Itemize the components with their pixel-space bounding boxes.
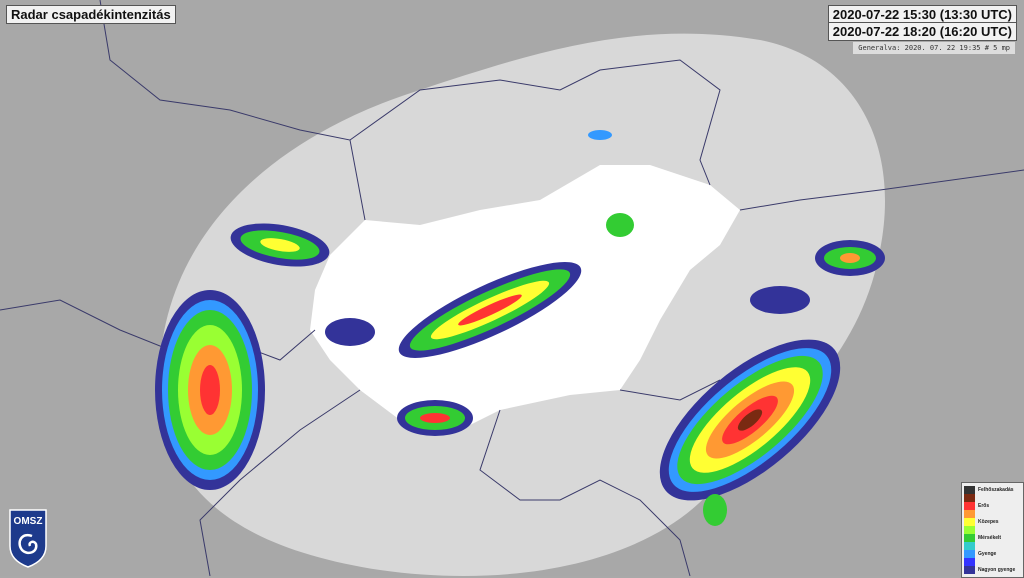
legend-label: Közepes [978, 519, 999, 525]
radar-echoes [155, 130, 885, 526]
legend-item [964, 510, 1021, 518]
legend-swatch [964, 550, 975, 558]
legend-swatch [964, 510, 975, 518]
legend-item: Gyenge [964, 550, 1021, 558]
map-title: Radar csapadékintenzitás [6, 5, 176, 24]
omsz-logo: OMSZ [9, 509, 47, 568]
legend-swatch [964, 486, 975, 494]
legend-label: Mérsékelt [978, 535, 1002, 541]
legend-label: Erős [978, 503, 990, 509]
legend-swatch [964, 542, 975, 550]
svg-text:OMSZ: OMSZ [14, 516, 43, 527]
legend-swatch [964, 494, 975, 502]
legend-label: Gyenge [978, 551, 997, 557]
legend-item [964, 526, 1021, 534]
legend-label: Felhőszakadás [978, 487, 1014, 493]
legend-swatch [964, 502, 975, 510]
legend-item: Nagyon gyenge [964, 566, 1021, 574]
generated-timestamp: Generalva: 2020. 07. 22 19:35 # 5 mp [853, 42, 1015, 54]
time-range-end: 2020-07-22 18:20 (16:20 UTC) [827, 22, 1017, 41]
legend-swatch [964, 526, 975, 534]
legend-item [964, 494, 1021, 502]
legend-swatch [964, 518, 975, 526]
legend-swatch [964, 534, 975, 542]
legend-item [964, 542, 1021, 550]
legend-item: Közepes [964, 518, 1021, 526]
legend-label: Nagyon gyenge [978, 567, 1016, 573]
legend-swatch [964, 558, 975, 566]
legend-item: Mérsékelt [964, 534, 1021, 542]
legend-item [964, 558, 1021, 566]
intensity-legend: Felhőszakadás Erős Közepes Mérsékelt Gyenge N… [961, 482, 1024, 578]
legend-item: Erős [964, 502, 1021, 510]
legend-swatch [964, 566, 975, 574]
legend-item: Felhőszakadás [964, 486, 1021, 494]
